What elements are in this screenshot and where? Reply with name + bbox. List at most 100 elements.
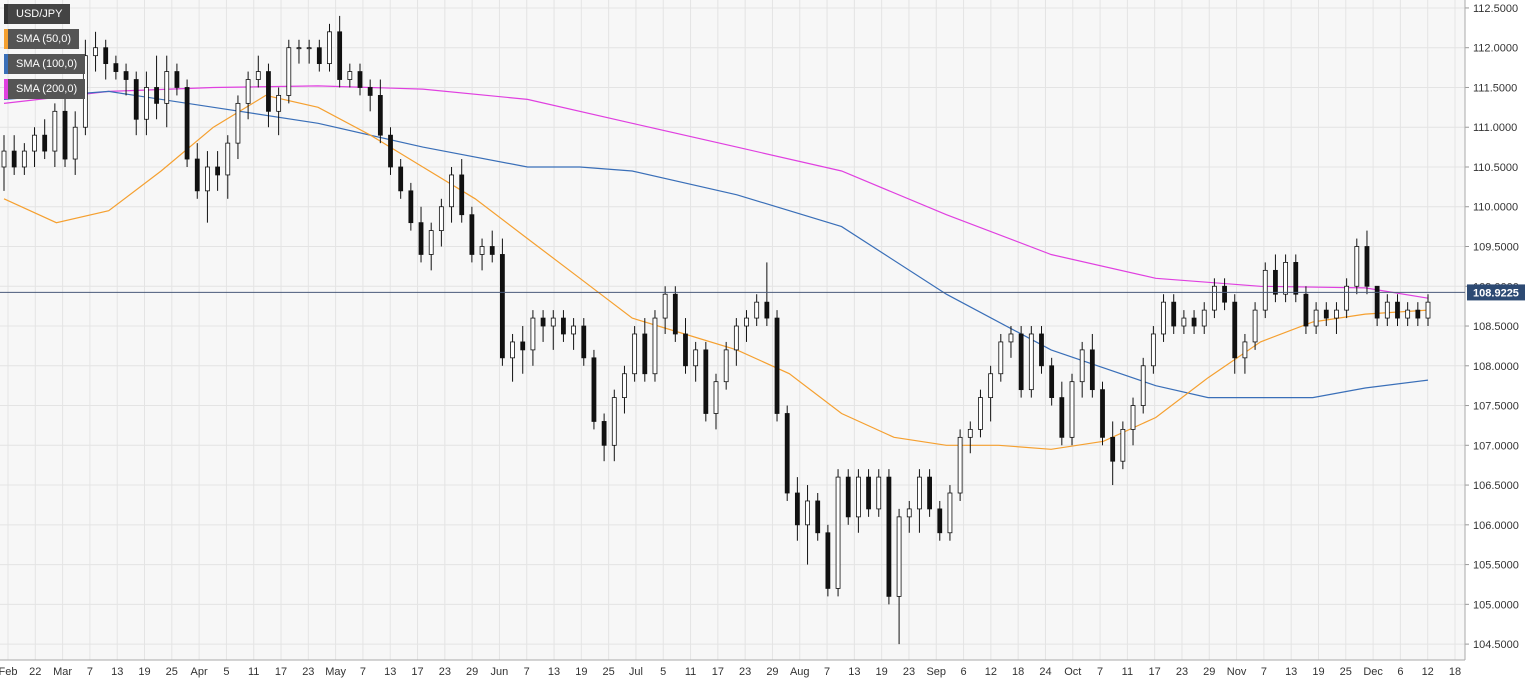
x-tick-label: 7: [360, 666, 366, 678]
candle-down: [418, 222, 424, 255]
candle-up: [306, 47, 312, 50]
candle-up: [571, 325, 576, 335]
candle-up: [1130, 405, 1136, 430]
x-tick-label: 19: [1312, 666, 1324, 678]
y-tick-label: 106.5000: [1473, 480, 1519, 492]
candle-up: [947, 492, 953, 534]
candle-up: [1242, 341, 1248, 359]
candle-down: [184, 87, 190, 160]
y-tick-label: 110.0000: [1473, 202, 1518, 214]
candle-down: [174, 71, 180, 88]
legend: USD/JPY SMA (50,0) SMA (100,0) SMA (200,…: [4, 4, 86, 104]
x-tick-label: 24: [1039, 666, 1051, 678]
candle-down: [683, 333, 688, 367]
candle-up: [1140, 365, 1146, 406]
candle-down: [357, 71, 363, 88]
x-tick-label: 13: [384, 666, 396, 678]
candle-up: [1201, 309, 1207, 327]
candle-up: [550, 317, 556, 327]
x-tick-label: 29: [1203, 666, 1215, 678]
candle-down: [1232, 301, 1238, 359]
candle-down: [459, 174, 465, 216]
candle-up: [245, 79, 251, 104]
x-tick-label: 23: [1176, 666, 1188, 678]
candle-down: [388, 134, 393, 168]
candle-down: [11, 150, 17, 168]
x-tick-label: 7: [1261, 666, 1267, 678]
x-tick-label: 13: [1285, 666, 1297, 678]
candle-up: [1384, 301, 1390, 319]
x-tick-label: 13: [548, 666, 560, 678]
candle-up: [611, 397, 617, 446]
x-tick-label: 29: [766, 666, 778, 678]
x-tick-label: 23: [739, 666, 751, 678]
candle-down: [601, 421, 607, 446]
candle-down: [937, 508, 943, 534]
candle-down: [591, 357, 597, 422]
y-tick-label: 110.5000: [1473, 162, 1518, 174]
x-tick-label: 13: [111, 666, 123, 678]
candle-up: [1425, 301, 1431, 319]
candle-up: [347, 71, 353, 80]
y-tick-label: 105.0000: [1473, 599, 1519, 611]
candle-down: [672, 293, 678, 335]
candle-up: [1161, 301, 1166, 335]
y-tick-label: 105.5000: [1473, 560, 1519, 572]
candle-up: [32, 134, 37, 152]
candle-up: [1079, 349, 1085, 383]
candle-up: [1069, 381, 1075, 438]
legend-item-sma100[interactable]: SMA (100,0): [4, 54, 86, 74]
candle-up: [1252, 309, 1258, 343]
candle-up: [723, 349, 729, 383]
y-tick-label: 108.5000: [1473, 321, 1519, 333]
candle-up: [754, 301, 760, 319]
candle-down: [42, 134, 48, 152]
candle-down: [1049, 365, 1055, 398]
x-tick-label: 25: [603, 666, 615, 678]
candle-up: [235, 102, 241, 144]
candle-down: [642, 333, 648, 375]
legend-item-symbol[interactable]: USD/JPY: [4, 4, 71, 24]
x-tick-label: Feb: [0, 666, 17, 678]
candle-up: [662, 293, 668, 319]
y-tick-label: 112.5000: [1473, 3, 1518, 15]
y-tick-label: 111.0000: [1473, 122, 1517, 134]
x-tick-label: Oct: [1064, 666, 1081, 678]
candle-down: [520, 341, 526, 351]
candle-up: [957, 436, 963, 494]
candle-up: [327, 31, 332, 65]
candle-down: [1395, 301, 1400, 319]
candle-up: [1354, 246, 1360, 287]
candle-up: [438, 206, 444, 232]
y-tick-label: 106.0000: [1473, 520, 1519, 532]
candle-up: [21, 150, 27, 168]
candle-down: [1323, 309, 1329, 319]
x-tick-label: 23: [439, 666, 451, 678]
legend-item-sma50[interactable]: SMA (50,0): [4, 29, 80, 49]
candle-up: [835, 476, 841, 589]
x-tick-label: 6: [1397, 666, 1403, 678]
x-tick-label: 17: [275, 666, 287, 678]
candle-down: [154, 87, 159, 104]
candle-down: [367, 87, 373, 96]
x-tick-label: 6: [961, 666, 967, 678]
candle-down: [377, 95, 383, 136]
legend-item-sma200[interactable]: SMA (200,0): [4, 79, 86, 99]
candle-down: [1110, 436, 1116, 462]
x-tick-label: 12: [985, 666, 997, 678]
candle-down: [581, 325, 587, 359]
candle-down: [784, 413, 790, 494]
candle-down: [774, 317, 780, 414]
candle-down: [1089, 349, 1095, 391]
x-tick-label: 7: [824, 666, 830, 678]
candle-down: [398, 166, 404, 192]
x-tick-label: 18: [1449, 666, 1461, 678]
candle-down: [794, 492, 800, 526]
candle-up: [72, 126, 78, 160]
x-tick-label: 7: [87, 666, 93, 678]
x-tick-label: 19: [138, 666, 150, 678]
candle-up: [1334, 309, 1339, 319]
candle-down: [1018, 333, 1024, 391]
candle-down: [1303, 293, 1309, 327]
